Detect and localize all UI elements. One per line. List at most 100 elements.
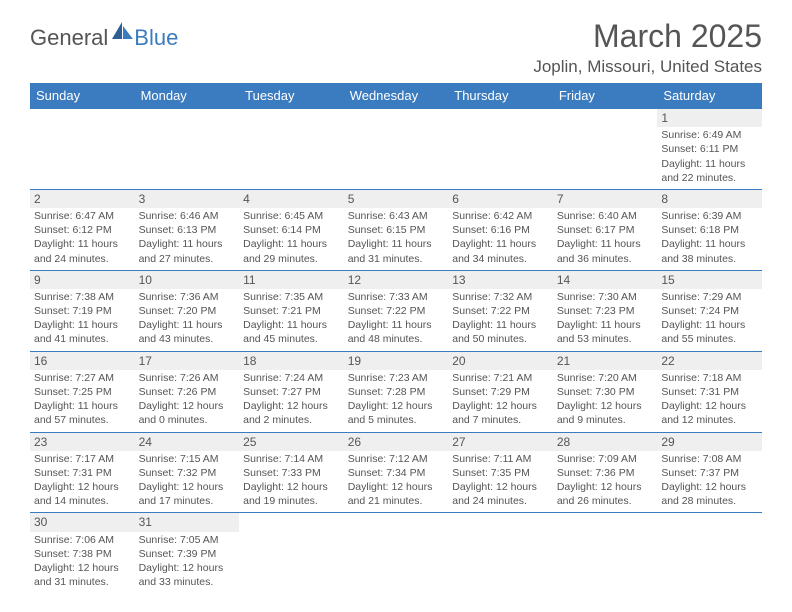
calendar-cell: 17Sunrise: 7:26 AMSunset: 7:26 PMDayligh… (135, 351, 240, 432)
logo: General Blue (30, 22, 178, 53)
day-number: 11 (239, 271, 344, 289)
weekday-header: Tuesday (239, 83, 344, 109)
day-daylight2: and 43 minutes. (139, 332, 236, 346)
calendar-row: 2Sunrise: 6:47 AMSunset: 6:12 PMDaylight… (30, 189, 762, 270)
day-sunrise: Sunrise: 7:36 AM (139, 290, 236, 304)
day-sunset: Sunset: 7:29 PM (452, 385, 549, 399)
calendar-cell: 25Sunrise: 7:14 AMSunset: 7:33 PMDayligh… (239, 432, 344, 513)
day-number: 7 (553, 190, 658, 208)
day-sunset: Sunset: 7:36 PM (557, 466, 654, 480)
day-number: 9 (30, 271, 135, 289)
day-daylight2: and 27 minutes. (139, 252, 236, 266)
day-sunset: Sunset: 7:28 PM (348, 385, 445, 399)
calendar-cell: 4Sunrise: 6:45 AMSunset: 6:14 PMDaylight… (239, 189, 344, 270)
day-daylight1: Daylight: 11 hours (34, 399, 131, 413)
day-daylight2: and 31 minutes. (34, 575, 131, 589)
calendar-cell: 5Sunrise: 6:43 AMSunset: 6:15 PMDaylight… (344, 189, 449, 270)
calendar-cell-empty (448, 513, 553, 593)
day-daylight1: Daylight: 11 hours (139, 237, 236, 251)
day-daylight2: and 55 minutes. (661, 332, 758, 346)
day-sunrise: Sunrise: 7:14 AM (243, 452, 340, 466)
day-sunrise: Sunrise: 7:35 AM (243, 290, 340, 304)
day-number: 16 (30, 352, 135, 370)
day-daylight2: and 22 minutes. (661, 171, 758, 185)
day-daylight2: and 53 minutes. (557, 332, 654, 346)
calendar-cell: 7Sunrise: 6:40 AMSunset: 6:17 PMDaylight… (553, 189, 658, 270)
day-daylight1: Daylight: 11 hours (348, 237, 445, 251)
weekday-header: Monday (135, 83, 240, 109)
day-number: 30 (30, 513, 135, 531)
day-daylight1: Daylight: 11 hours (348, 318, 445, 332)
calendar-cell-empty (344, 513, 449, 593)
calendar-cell: 19Sunrise: 7:23 AMSunset: 7:28 PMDayligh… (344, 351, 449, 432)
day-number: 25 (239, 433, 344, 451)
day-daylight1: Daylight: 12 hours (139, 480, 236, 494)
day-sunrise: Sunrise: 6:49 AM (661, 128, 758, 142)
day-sunrise: Sunrise: 7:06 AM (34, 533, 131, 547)
day-number: 5 (344, 190, 449, 208)
day-daylight1: Daylight: 12 hours (452, 399, 549, 413)
day-sunset: Sunset: 7:22 PM (348, 304, 445, 318)
day-sunrise: Sunrise: 7:11 AM (452, 452, 549, 466)
calendar-cell: 24Sunrise: 7:15 AMSunset: 7:32 PMDayligh… (135, 432, 240, 513)
day-sunrise: Sunrise: 7:18 AM (661, 371, 758, 385)
calendar-cell: 10Sunrise: 7:36 AMSunset: 7:20 PMDayligh… (135, 270, 240, 351)
day-sunset: Sunset: 7:31 PM (34, 466, 131, 480)
calendar-cell: 11Sunrise: 7:35 AMSunset: 7:21 PMDayligh… (239, 270, 344, 351)
weekday-header: Saturday (657, 83, 762, 109)
day-sunset: Sunset: 7:33 PM (243, 466, 340, 480)
calendar-cell: 14Sunrise: 7:30 AMSunset: 7:23 PMDayligh… (553, 270, 658, 351)
day-daylight2: and 14 minutes. (34, 494, 131, 508)
header: General Blue March 2025 Joplin, Missouri… (30, 18, 762, 77)
day-daylight1: Daylight: 11 hours (661, 237, 758, 251)
day-daylight1: Daylight: 11 hours (661, 318, 758, 332)
calendar-cell: 26Sunrise: 7:12 AMSunset: 7:34 PMDayligh… (344, 432, 449, 513)
day-sunset: Sunset: 7:20 PM (139, 304, 236, 318)
day-sunset: Sunset: 7:23 PM (557, 304, 654, 318)
calendar-cell: 13Sunrise: 7:32 AMSunset: 7:22 PMDayligh… (448, 270, 553, 351)
calendar-cell: 31Sunrise: 7:05 AMSunset: 7:39 PMDayligh… (135, 513, 240, 593)
day-sunrise: Sunrise: 6:42 AM (452, 209, 549, 223)
day-daylight2: and 36 minutes. (557, 252, 654, 266)
day-sunset: Sunset: 7:35 PM (452, 466, 549, 480)
day-sunrise: Sunrise: 6:43 AM (348, 209, 445, 223)
day-sunrise: Sunrise: 7:33 AM (348, 290, 445, 304)
day-daylight1: Daylight: 11 hours (557, 318, 654, 332)
location: Joplin, Missouri, United States (533, 57, 762, 77)
day-sunrise: Sunrise: 7:17 AM (34, 452, 131, 466)
day-sunrise: Sunrise: 7:09 AM (557, 452, 654, 466)
day-number: 13 (448, 271, 553, 289)
day-number: 31 (135, 513, 240, 531)
day-sunset: Sunset: 7:25 PM (34, 385, 131, 399)
calendar-cell: 18Sunrise: 7:24 AMSunset: 7:27 PMDayligh… (239, 351, 344, 432)
calendar-cell: 21Sunrise: 7:20 AMSunset: 7:30 PMDayligh… (553, 351, 658, 432)
day-number: 19 (344, 352, 449, 370)
day-number: 22 (657, 352, 762, 370)
day-number: 23 (30, 433, 135, 451)
day-daylight1: Daylight: 12 hours (34, 480, 131, 494)
day-daylight2: and 26 minutes. (557, 494, 654, 508)
calendar-cell: 23Sunrise: 7:17 AMSunset: 7:31 PMDayligh… (30, 432, 135, 513)
day-number: 20 (448, 352, 553, 370)
day-sunrise: Sunrise: 7:24 AM (243, 371, 340, 385)
day-daylight1: Daylight: 11 hours (243, 318, 340, 332)
day-sunrise: Sunrise: 7:23 AM (348, 371, 445, 385)
day-sunset: Sunset: 6:13 PM (139, 223, 236, 237)
day-number: 29 (657, 433, 762, 451)
day-daylight1: Daylight: 12 hours (243, 480, 340, 494)
weekday-header: Wednesday (344, 83, 449, 109)
day-daylight1: Daylight: 12 hours (139, 561, 236, 575)
day-daylight1: Daylight: 11 hours (34, 318, 131, 332)
day-daylight1: Daylight: 12 hours (661, 399, 758, 413)
day-number: 8 (657, 190, 762, 208)
calendar-cell: 8Sunrise: 6:39 AMSunset: 6:18 PMDaylight… (657, 189, 762, 270)
calendar-cell-empty (553, 513, 658, 593)
day-daylight2: and 41 minutes. (34, 332, 131, 346)
day-daylight2: and 50 minutes. (452, 332, 549, 346)
day-daylight1: Daylight: 11 hours (557, 237, 654, 251)
day-number: 21 (553, 352, 658, 370)
day-sunset: Sunset: 7:38 PM (34, 547, 131, 561)
day-sunset: Sunset: 6:15 PM (348, 223, 445, 237)
day-sunset: Sunset: 7:22 PM (452, 304, 549, 318)
calendar-cell: 27Sunrise: 7:11 AMSunset: 7:35 PMDayligh… (448, 432, 553, 513)
